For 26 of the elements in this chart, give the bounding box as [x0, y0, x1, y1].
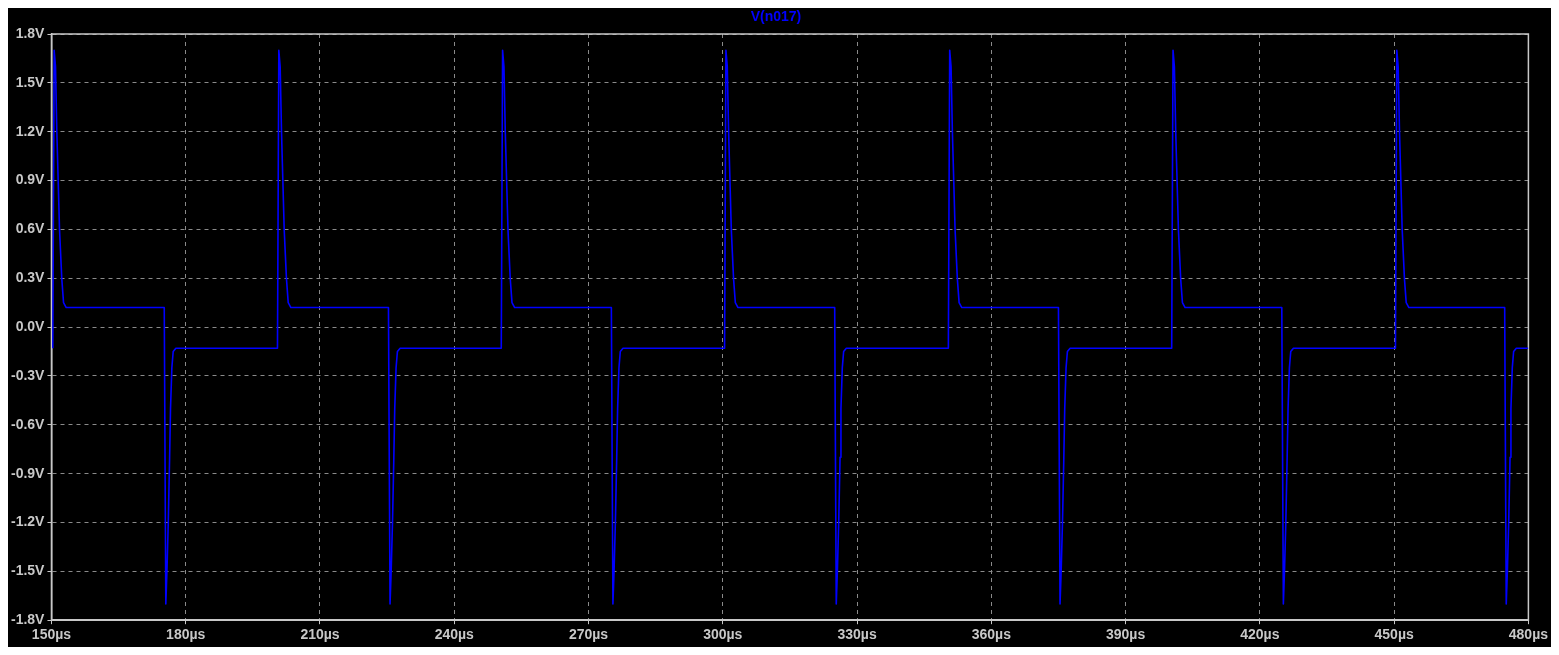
y-tick-label: -0.6V: [10, 415, 46, 432]
x-tick-label: 210µs: [300, 626, 340, 643]
x-tick-label: 270µs: [568, 626, 609, 643]
y-tick-label: -1.2V: [10, 513, 46, 530]
y-tick-label: -1.5V: [10, 562, 46, 579]
x-tick-label: 180µs: [166, 626, 206, 643]
y-tick-label: -0.9V: [10, 464, 46, 481]
y-tick-label: 1.8V: [15, 24, 46, 41]
y-tick-label: 1.5V: [15, 73, 46, 90]
x-tick-label: 480µs: [1508, 626, 1549, 643]
x-tick-label: 390µs: [1105, 626, 1146, 643]
x-tick-label: 420µs: [1240, 626, 1280, 643]
y-tick-label: 0.9V: [15, 171, 46, 188]
y-tick-label: -1.8V: [10, 611, 46, 628]
y-tick-label: 0.6V: [15, 220, 46, 237]
x-tick-label: 450µs: [1374, 626, 1414, 643]
y-tick-label: -0.3V: [10, 366, 46, 383]
x-tick-label: 360µs: [971, 626, 1012, 643]
y-tick-label: 0.0V: [15, 317, 46, 334]
y-tick-label: 1.2V: [15, 122, 46, 139]
x-tick-label: 330µs: [837, 626, 877, 643]
x-tick-label: 150µs: [31, 626, 72, 643]
x-tick-label: 300µs: [703, 626, 743, 643]
y-tick-label: 0.3V: [15, 269, 46, 286]
x-tick-label: 240µs: [434, 626, 475, 643]
text: V(n017): [750, 7, 802, 24]
